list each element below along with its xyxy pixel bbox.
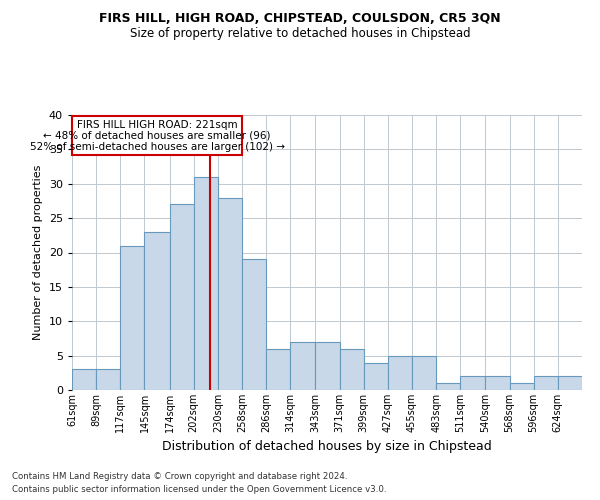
Bar bbox=[145, 232, 170, 390]
Bar bbox=[316, 342, 340, 390]
Text: 52% of semi-detached houses are larger (102) →: 52% of semi-detached houses are larger (… bbox=[29, 142, 284, 152]
Bar bbox=[436, 383, 460, 390]
Text: FIRS HILL HIGH ROAD: 221sqm: FIRS HILL HIGH ROAD: 221sqm bbox=[77, 120, 238, 130]
Text: FIRS HILL, HIGH ROAD, CHIPSTEAD, COULSDON, CR5 3QN: FIRS HILL, HIGH ROAD, CHIPSTEAD, COULSDO… bbox=[99, 12, 501, 26]
Bar bbox=[460, 376, 485, 390]
Bar bbox=[388, 356, 412, 390]
Bar bbox=[72, 116, 242, 155]
Bar bbox=[194, 177, 218, 390]
Bar bbox=[290, 342, 316, 390]
Bar bbox=[340, 349, 364, 390]
Bar bbox=[364, 362, 388, 390]
Bar bbox=[72, 370, 96, 390]
Bar bbox=[266, 349, 290, 390]
Bar bbox=[121, 246, 145, 390]
X-axis label: Distribution of detached houses by size in Chipstead: Distribution of detached houses by size … bbox=[162, 440, 492, 454]
Text: Contains HM Land Registry data © Crown copyright and database right 2024.: Contains HM Land Registry data © Crown c… bbox=[12, 472, 347, 481]
Bar bbox=[170, 204, 194, 390]
Bar bbox=[412, 356, 436, 390]
Text: Size of property relative to detached houses in Chipstead: Size of property relative to detached ho… bbox=[130, 28, 470, 40]
Bar bbox=[242, 260, 266, 390]
Bar bbox=[218, 198, 242, 390]
Text: Contains public sector information licensed under the Open Government Licence v3: Contains public sector information licen… bbox=[12, 485, 386, 494]
Y-axis label: Number of detached properties: Number of detached properties bbox=[33, 165, 43, 340]
Bar bbox=[533, 376, 558, 390]
Bar bbox=[96, 370, 121, 390]
Text: ← 48% of detached houses are smaller (96): ← 48% of detached houses are smaller (96… bbox=[43, 130, 271, 140]
Bar bbox=[509, 383, 533, 390]
Bar bbox=[558, 376, 582, 390]
Bar bbox=[485, 376, 509, 390]
